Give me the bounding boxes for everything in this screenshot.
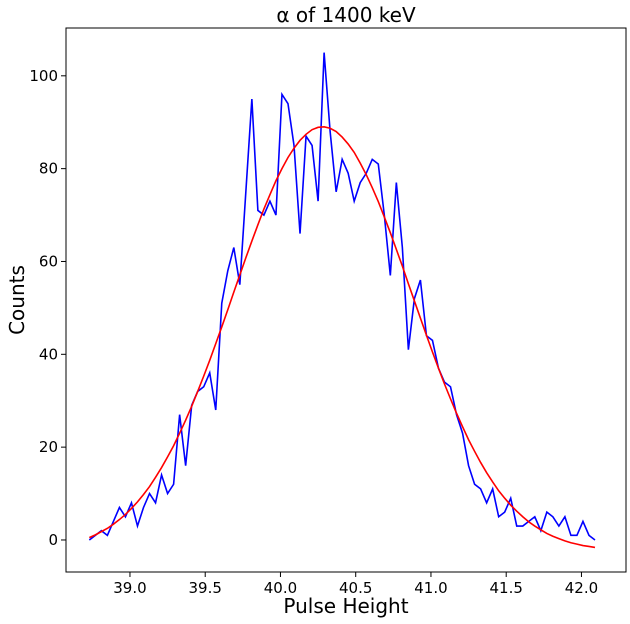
y-tick-label: 20 <box>39 438 58 456</box>
x-tick-label: 41.5 <box>490 579 523 597</box>
plot-frame <box>65 27 627 573</box>
y-tick-label: 100 <box>29 67 58 85</box>
y-tick-label: 40 <box>39 345 58 363</box>
data-line <box>88 52 596 541</box>
y-tick-label: 60 <box>39 252 58 270</box>
x-tick-label: 40.0 <box>264 579 297 597</box>
y-tick-label: 0 <box>48 531 58 549</box>
x-tick-label: 39.0 <box>113 579 146 597</box>
x-axis-label: Pulse Height <box>283 594 408 618</box>
y-axis-label: Counts <box>5 265 29 335</box>
x-tick-label: 42.0 <box>565 579 598 597</box>
data-line <box>88 126 596 549</box>
x-tick-label: 39.5 <box>189 579 222 597</box>
chart-title: α of 1400 keV <box>276 3 416 27</box>
x-tick-label: 40.5 <box>339 579 372 597</box>
y-tick-label: 80 <box>39 160 58 178</box>
x-tick-label: 41.0 <box>414 579 447 597</box>
